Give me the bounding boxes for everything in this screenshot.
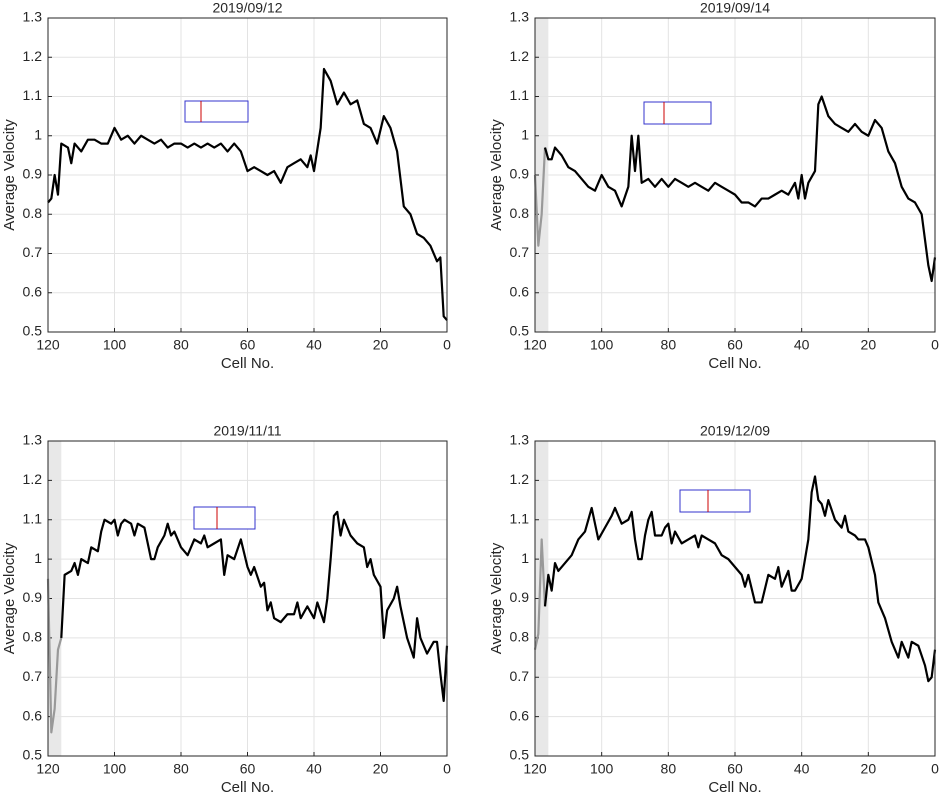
x-tick-label: 80	[661, 761, 677, 777]
y-tick-label: 1.3	[510, 432, 530, 448]
y-tick-label: 0.6	[510, 283, 530, 299]
axes-frame	[47, 17, 448, 333]
y-tick-label: 0.5	[510, 323, 530, 339]
x-tick-label: 80	[173, 337, 189, 353]
x-tick-label: 80	[173, 761, 189, 777]
x-tick-label: 40	[306, 337, 322, 353]
y-tick-label: 1.1	[510, 510, 530, 526]
data-line	[533, 538, 547, 650]
y-tick-label: 0.5	[23, 323, 43, 339]
axes-frame	[47, 440, 448, 757]
legend-boxes	[184, 100, 751, 530]
x-tick-label: 40	[306, 761, 322, 777]
data-line	[47, 67, 448, 321]
y-tick-label: 0.8	[23, 629, 43, 645]
x-tick-label: 0	[443, 337, 451, 353]
y-tick-label: 0.6	[23, 707, 43, 723]
y-tick-label: 0.6	[23, 283, 43, 299]
y-axis-label: Average Velocity	[1, 119, 18, 231]
y-tick-label: 1	[34, 126, 42, 142]
legend-box	[193, 506, 256, 530]
y-tick-label: 1.3	[510, 9, 530, 25]
x-tick-label: 60	[727, 761, 743, 777]
axes-frame	[534, 17, 936, 333]
data-line	[60, 510, 449, 702]
x-tick-label: 20	[373, 337, 389, 353]
x-tick-label: 20	[861, 761, 877, 777]
x-tick-label: 60	[240, 337, 256, 353]
y-tick-label: 0.6	[510, 707, 530, 723]
x-tick-label: 40	[794, 761, 810, 777]
y-tick-label: 0.9	[23, 589, 43, 605]
y-tick-label: 0.9	[23, 166, 43, 182]
y-tick-label: 1.2	[23, 471, 43, 487]
y-tick-label: 0.7	[510, 668, 530, 684]
y-tick-label: 0.8	[510, 205, 530, 221]
axes-frame	[534, 440, 936, 757]
x-tick-label: 100	[590, 337, 614, 353]
y-tick-label: 0.5	[510, 747, 530, 763]
x-tick-label: 120	[523, 337, 547, 353]
y-tick-label: 1	[521, 550, 529, 566]
legend-box	[184, 100, 249, 123]
y-tick-label: 1	[521, 126, 529, 142]
y-tick-label: 1.2	[510, 48, 530, 64]
x-tick-label: 100	[590, 761, 614, 777]
y-tick-label: 0.8	[23, 205, 43, 221]
y-tick-label: 1.3	[23, 432, 43, 448]
data-line	[543, 475, 937, 683]
x-axis-label: Cell No.	[708, 779, 761, 796]
y-tick-label: 0.5	[23, 747, 43, 763]
y-tick-label: 1.3	[23, 9, 43, 25]
x-tick-label: 120	[36, 337, 60, 353]
x-tick-label: 0	[931, 337, 939, 353]
x-axis-label: Cell No.	[221, 355, 274, 372]
y-axis-label: Average Velocity	[1, 542, 18, 654]
x-tick-label: 20	[373, 761, 389, 777]
y-tick-label: 1.1	[23, 510, 43, 526]
y-tick-label: 0.9	[510, 589, 530, 605]
x-tick-label: 100	[103, 761, 127, 777]
chart-title: 2019/09/14	[700, 0, 770, 16]
x-tick-label: 60	[727, 337, 743, 353]
data-line	[543, 95, 937, 283]
y-tick-label: 0.8	[510, 629, 530, 645]
y-tick-label: 0.7	[23, 668, 43, 684]
y-tick-label: 0.9	[510, 166, 530, 182]
x-tick-label: 20	[861, 337, 877, 353]
y-tick-label: 0.7	[23, 244, 43, 260]
x-axis-label: Cell No.	[708, 355, 761, 372]
y-tick-label: 1.1	[510, 87, 530, 103]
x-tick-label: 100	[103, 337, 127, 353]
chart-title: 2019/12/09	[700, 423, 770, 439]
x-tick-label: 80	[661, 337, 677, 353]
x-tick-label: 40	[794, 337, 810, 353]
chart-title: 2019/11/11	[214, 423, 282, 439]
y-axis-label: Average Velocity	[488, 542, 505, 654]
data-line	[533, 147, 547, 247]
x-tick-label: 0	[443, 761, 451, 777]
x-tick-label: 60	[240, 761, 256, 777]
y-tick-label: 1.2	[510, 471, 530, 487]
x-tick-label: 0	[931, 761, 939, 777]
legend-box	[679, 489, 751, 513]
x-tick-label: 120	[36, 761, 60, 777]
y-tick-label: 1.1	[23, 87, 43, 103]
chart-title: 2019/09/12	[212, 0, 282, 16]
y-tick-label: 1.2	[23, 48, 43, 64]
legend-box	[643, 101, 712, 125]
x-axis-label: Cell No.	[221, 779, 274, 796]
y-tick-label: 1	[34, 550, 42, 566]
y-axis-label: Average Velocity	[488, 119, 505, 231]
y-tick-label: 0.7	[510, 244, 530, 260]
x-tick-label: 120	[523, 761, 547, 777]
data-line	[46, 578, 63, 734]
